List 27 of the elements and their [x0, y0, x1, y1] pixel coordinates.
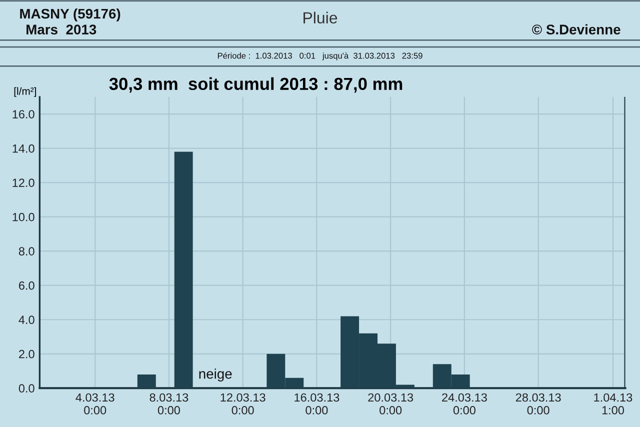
y-tick-label: 2.0	[19, 350, 34, 358]
text: Mars 2013	[26, 24, 96, 34]
x-tick-label: 16.03.13 0:00	[294, 393, 340, 414]
y-tick-label: 0.0	[18, 384, 34, 393]
annotation: neige	[199, 368, 232, 382]
y-tick-label: 14.0	[12, 144, 34, 153]
x-tick-label: 8.03.13 0:00	[150, 393, 188, 414]
text: Période : 1.03.2013 0:01 jusqu'à 31.03.2013 23:59	[218, 52, 422, 60]
y-tick-label: 4.0	[18, 316, 34, 324]
bar	[174, 152, 193, 388]
x-tick-label: 1.04.13 1:00	[594, 393, 632, 414]
y-tick-label: 6.0	[19, 281, 34, 290]
y-tick-label: 16.0	[12, 110, 34, 118]
x-tick-label: 20.03.13 0:00	[368, 393, 414, 414]
chart-subtitle: 30,3 mm soit cumul 2013 : 87,0 mm	[109, 77, 402, 93]
x-tick-label: 12.03.13 0:00	[220, 393, 266, 414]
chart-title: Pluie	[304, 12, 338, 24]
x-tick-label: 24.03.13 0:00	[442, 393, 487, 414]
y-tick-label: 10.0	[12, 212, 34, 222]
text: © S.Devienne	[532, 24, 620, 34]
y-axis-title: [l/m²]	[14, 87, 36, 97]
bar	[137, 374, 156, 388]
y-tick-label: 8.0	[18, 247, 34, 256]
text: MASNY (59176)	[20, 8, 120, 22]
x-tick-label: 28.03.13 0:00	[516, 393, 561, 414]
y-tick-label: 12.0	[12, 178, 34, 187]
x-tick-label: 4.03.13 0:00	[76, 393, 114, 414]
